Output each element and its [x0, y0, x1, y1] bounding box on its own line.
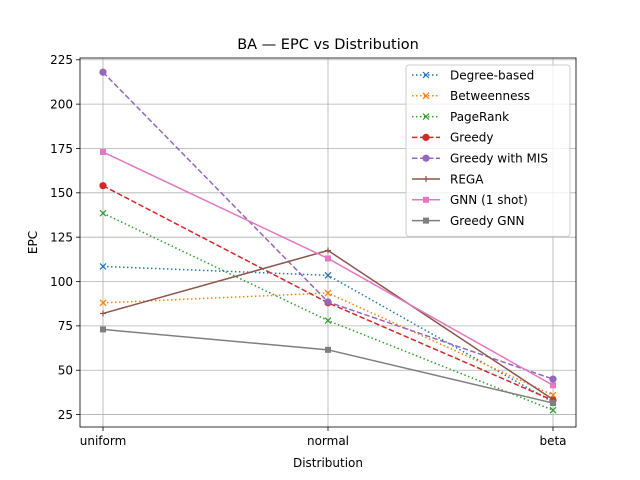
legend-label: Greedy GNN: [450, 214, 525, 228]
legend-label: Betweenness: [450, 89, 530, 103]
data-point: [549, 406, 557, 414]
x-tick-label: uniform: [80, 434, 127, 448]
legend-label: GNN (1 shot): [450, 193, 528, 207]
y-tick-label: 125: [50, 230, 73, 244]
y-tick-label: 25: [58, 408, 73, 422]
series-7: [100, 326, 556, 407]
legend-marker: [423, 217, 429, 224]
legend-item: Betweenness: [412, 89, 530, 103]
legend-item: GNN (1 shot): [412, 193, 528, 207]
series-4: [99, 68, 557, 383]
legend-item: Greedy with MIS: [412, 152, 548, 166]
data-point: [100, 310, 106, 317]
x-axis-label: Distribution: [293, 456, 363, 470]
legend-marker: [423, 176, 429, 182]
series-5: [100, 247, 556, 403]
data-point: [550, 400, 556, 407]
y-tick-label: 200: [50, 97, 73, 111]
data-point: [325, 346, 331, 353]
series-2: [99, 209, 557, 414]
y-tick-label: 75: [58, 319, 73, 333]
data-point: [100, 149, 106, 156]
series-6: [100, 149, 556, 389]
legend: Degree-based Betweenness PageRank Greedy Gre…: [405, 64, 571, 237]
legend-item: Greedy: [412, 131, 493, 145]
series-line: [102, 185, 554, 402]
legend-marker: [423, 196, 429, 203]
data-point: [324, 289, 332, 297]
data-point: [549, 391, 557, 399]
series-1: [99, 289, 557, 399]
legend-label: REGA: [450, 172, 484, 186]
data-point: [99, 68, 107, 76]
x-tick-label: normal: [307, 434, 349, 448]
data-point: [99, 209, 107, 217]
axis-ticks: uniform normal beta 25 50 75 100 125 150 175 200 22…: [50, 53, 566, 448]
data-point: [550, 382, 556, 389]
legend-item: PageRank: [412, 110, 509, 124]
y-tick-label: 50: [58, 364, 73, 378]
data-point: [325, 255, 331, 262]
data-point: [99, 263, 107, 270]
data-point: [325, 247, 331, 254]
legend-marker: [422, 154, 430, 162]
legend-box: [405, 64, 571, 237]
legend-item: Degree-based: [412, 68, 534, 82]
legend-marker: [422, 113, 430, 121]
y-tick-label: 100: [50, 275, 73, 289]
data-point: [324, 298, 332, 306]
legend-label: Greedy with MIS: [450, 152, 548, 166]
legend-marker: [422, 133, 430, 141]
data-point: [99, 299, 107, 307]
legend-label: Degree-based: [450, 68, 534, 82]
legend-item: REGA: [412, 172, 484, 186]
legend-item: Greedy GNN: [412, 214, 525, 228]
y-axis-label: EPC: [26, 231, 40, 254]
x-tick-label: beta: [539, 434, 566, 448]
data-point: [100, 326, 106, 333]
data-point: [324, 317, 332, 324]
data-point: [549, 375, 557, 383]
legend-marker: [422, 92, 430, 100]
data-point: [99, 182, 107, 190]
legend-label: Greedy: [450, 131, 493, 145]
series-lines: [99, 68, 557, 414]
y-tick-label: 225: [50, 53, 73, 67]
legend-marker: [422, 71, 430, 79]
y-tick-label: 150: [50, 186, 73, 200]
chart-title: BA — EPC vs Distribution: [237, 37, 419, 53]
y-tick-label: 175: [50, 142, 73, 156]
legend-label: PageRank: [450, 110, 509, 124]
data-point: [324, 271, 332, 279]
